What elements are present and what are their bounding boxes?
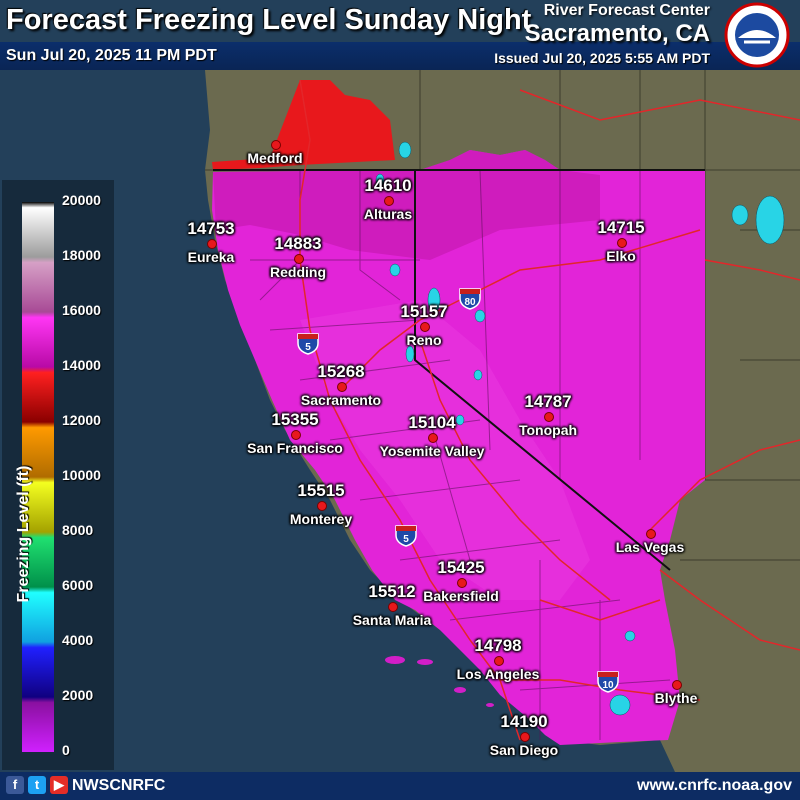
interstate-shield-icon: 80	[459, 288, 481, 310]
city-name: Reno	[406, 332, 442, 348]
youtube-icon[interactable]: ▶	[50, 776, 68, 794]
freezing-level-value: 15157	[400, 302, 448, 321]
freezing-level-value: 14610	[364, 176, 412, 195]
footer-bar	[0, 772, 800, 800]
header-bar	[0, 42, 800, 70]
shield-number: 5	[403, 534, 409, 545]
legend-tick: 8000	[62, 522, 94, 538]
office-location: Sacramento, CA	[524, 20, 710, 47]
city-name: Monterey	[289, 511, 353, 527]
state-border	[414, 170, 671, 571]
freezing-level-value: 14883	[274, 234, 322, 253]
legend-tick: 12000	[62, 412, 101, 428]
legend-tick: 2000	[62, 687, 94, 703]
freezing-level-value: 15355	[271, 410, 319, 429]
city-marker	[672, 680, 682, 690]
city-marker	[646, 529, 656, 539]
city-name: Eureka	[187, 249, 235, 265]
freezing-level-value: 15268	[317, 362, 365, 381]
legend-tick: 0	[62, 742, 70, 758]
shield-number: 5	[305, 342, 311, 353]
city-marker	[420, 322, 430, 332]
city-marker	[317, 501, 327, 511]
city-marker	[428, 433, 438, 443]
legend-panel: 20000 18000 16000 14000 12000 10000 8000 6000 40…	[2, 180, 114, 770]
city-marker	[457, 578, 467, 588]
freezing-level-value: 14787	[524, 392, 572, 411]
freezing-level-value: 14190	[500, 712, 548, 731]
city-name: San Diego	[489, 742, 559, 758]
website-url[interactable]: www.cnrfc.noaa.gov	[637, 777, 792, 794]
city-name: Alturas	[363, 206, 413, 222]
city-marker	[294, 254, 304, 264]
city-name: Yosemite Valley	[379, 443, 485, 459]
issued-time: Issued Jul 20, 2025 5:55 AM PDT	[494, 50, 710, 66]
city-name: Bakersfield	[423, 588, 499, 604]
office-name: River Forecast Center	[543, 2, 710, 19]
legend-tick: 4000	[62, 632, 94, 648]
interstate-shield-icon: 5	[395, 525, 417, 547]
freezing-level-value: 15512	[368, 582, 416, 601]
legend-colorbar	[22, 202, 54, 752]
legend-tick: 16000	[62, 302, 101, 318]
legend-title: Freezing Level (ft)	[15, 465, 32, 603]
interstate-shield-icon: 10	[597, 671, 619, 693]
freezing-level-value: 15104	[408, 413, 456, 432]
social-handle[interactable]: NWSCNRFC	[72, 777, 166, 794]
city-marker	[291, 430, 301, 440]
city-name: San Francisco	[247, 440, 343, 456]
city-name: Los Angeles	[456, 666, 540, 682]
city-marker	[617, 238, 627, 248]
city-marker	[544, 412, 554, 422]
city-marker	[520, 732, 530, 742]
red-zone	[212, 80, 395, 170]
freezing-level-value: 15515	[297, 481, 345, 500]
city-name: Tonopah	[518, 422, 578, 438]
facebook-icon[interactable]: f	[6, 776, 24, 794]
legend-tick: 20000	[62, 192, 101, 208]
interstate-shield-icon: 5	[297, 333, 319, 355]
freezing-level-value: 14798	[474, 636, 522, 655]
city-marker	[271, 140, 281, 150]
city-marker	[384, 196, 394, 206]
city-marker	[494, 656, 504, 666]
city-name: Elko	[606, 248, 636, 264]
city-name: Santa Maria	[352, 612, 432, 628]
city-name: Blythe	[654, 690, 698, 706]
freezing-level-value: 15425	[437, 558, 485, 577]
city-name: Medford	[247, 150, 303, 166]
shield-number: 10	[602, 680, 614, 691]
legend-tick: 6000	[62, 577, 94, 593]
city-marker	[337, 382, 347, 392]
city-name: Las Vegas	[615, 539, 685, 555]
city-name: Redding	[270, 264, 326, 280]
freezing-level-value: 14715	[597, 218, 645, 237]
legend-tick: 18000	[62, 247, 101, 263]
shield-number: 80	[464, 297, 476, 308]
noaa-nws-logo-icon	[724, 2, 790, 68]
freezing-level-value: 14753	[187, 219, 235, 238]
city-marker	[388, 602, 398, 612]
valid-time: Sun Jul 20, 2025 11 PM PDT	[6, 47, 217, 64]
city-name: Sacramento	[300, 392, 382, 408]
twitter-icon[interactable]: t	[28, 776, 46, 794]
legend-tick: 14000	[62, 357, 101, 373]
map-title: Forecast Freezing Level Sunday Night	[6, 4, 532, 36]
city-marker	[207, 239, 217, 249]
legend-tick: 10000	[62, 467, 101, 483]
